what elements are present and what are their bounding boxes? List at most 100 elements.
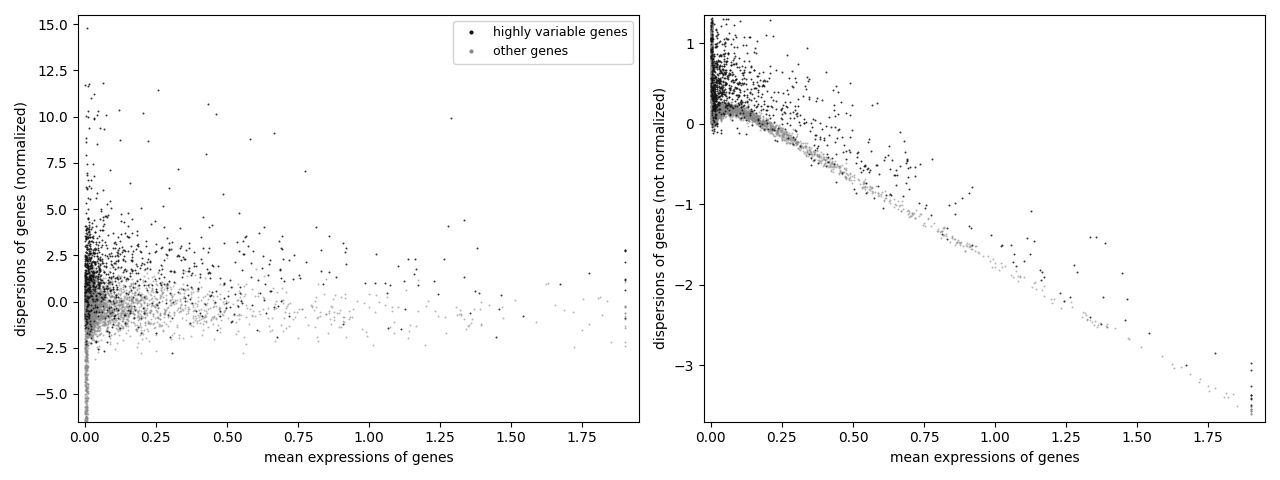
Point [142, 310, 163, 318]
Point [76, 302, 96, 310]
Point [133, 305, 154, 312]
Point [87, 306, 108, 314]
Point [737, 113, 758, 121]
Point [861, 184, 882, 192]
Point [712, 106, 732, 113]
Point [858, 188, 878, 196]
Point [81, 240, 101, 248]
Point [703, 114, 723, 121]
Point [707, 82, 727, 89]
Point [701, 16, 722, 24]
Point [703, 119, 723, 126]
Point [114, 319, 134, 326]
Point [708, 111, 728, 119]
Point [131, 315, 151, 323]
Point [754, 117, 774, 124]
Point [707, 108, 727, 116]
Point [92, 307, 113, 315]
Point [81, 300, 101, 307]
Point [703, 103, 723, 110]
Point [703, 120, 723, 127]
Point [812, 154, 832, 161]
Point [909, 212, 929, 220]
Point [127, 322, 147, 329]
Point [707, 112, 727, 120]
Point [724, 101, 745, 109]
Point [704, 109, 724, 117]
Point [703, 116, 723, 124]
Point [93, 266, 114, 274]
Point [78, 306, 99, 313]
Point [77, 305, 97, 312]
Point [143, 300, 164, 308]
Point [703, 110, 723, 118]
Point [84, 285, 105, 293]
Point [76, 300, 96, 307]
Point [242, 247, 262, 254]
Point [182, 300, 202, 307]
Point [614, 246, 635, 254]
Point [76, 409, 96, 417]
Point [76, 308, 96, 315]
Point [842, 179, 863, 186]
Point [79, 316, 100, 324]
Point [78, 293, 99, 300]
Point [78, 299, 99, 306]
Point [763, 126, 783, 133]
Point [81, 300, 101, 308]
Point [145, 324, 165, 332]
Point [730, 109, 750, 117]
Point [705, 114, 726, 122]
Point [147, 307, 168, 315]
Point [726, 109, 746, 117]
Point [701, 96, 722, 104]
Point [120, 300, 141, 307]
Point [79, 306, 100, 313]
Point [703, 111, 723, 119]
Point [77, 300, 97, 307]
Point [76, 277, 96, 285]
Point [705, 79, 726, 86]
Point [95, 303, 115, 311]
Point [701, 101, 722, 108]
Point [703, 73, 723, 81]
Point [705, 111, 726, 119]
Point [115, 298, 136, 306]
Point [76, 241, 96, 249]
Point [707, 106, 727, 114]
Point [76, 348, 96, 356]
Point [76, 300, 96, 308]
Point [701, 36, 722, 43]
Point [83, 303, 104, 311]
Point [234, 233, 255, 241]
Point [710, 112, 731, 120]
Point [91, 306, 111, 314]
Point [710, 103, 731, 111]
Point [717, 49, 737, 57]
Point [102, 316, 123, 324]
Point [703, 114, 723, 122]
Point [90, 293, 110, 300]
Point [77, 299, 97, 307]
Point [709, 110, 730, 118]
Point [705, 111, 726, 119]
Point [77, 298, 97, 306]
Point [118, 315, 138, 323]
Point [704, 114, 724, 122]
Point [701, 44, 722, 52]
Point [78, 310, 99, 318]
Point [504, 296, 525, 303]
Point [76, 284, 96, 291]
Point [701, 79, 722, 87]
Point [173, 294, 193, 302]
Point [700, 69, 721, 77]
Point [74, 323, 95, 330]
Point [83, 276, 104, 283]
Point [705, 110, 726, 118]
Point [76, 303, 96, 311]
Point [703, 112, 723, 120]
Point [76, 406, 96, 413]
Point [701, 18, 722, 25]
Point [77, 303, 97, 311]
Point [81, 276, 101, 284]
